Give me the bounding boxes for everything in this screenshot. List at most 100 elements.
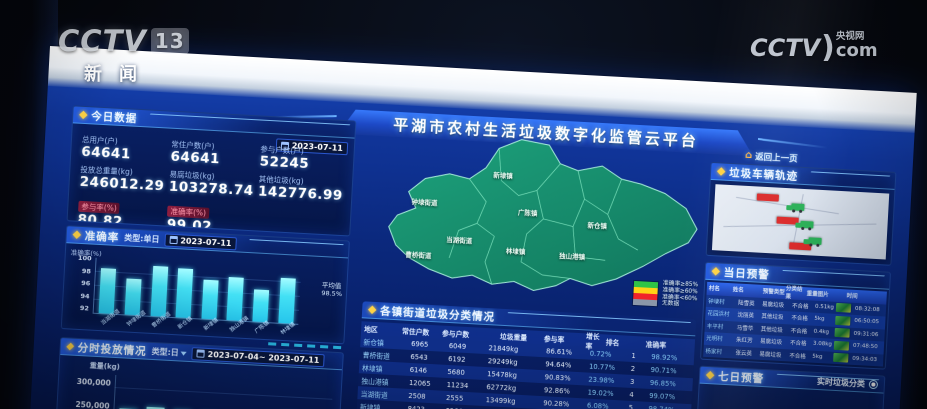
truck-icon[interactable] <box>790 202 805 211</box>
cell-region: 新仓镇 <box>363 337 385 347</box>
cell-resident: 2508 <box>408 391 426 401</box>
y-tick: 250,000 <box>75 399 110 409</box>
cell-accuracy: 98.92% <box>651 352 678 362</box>
cell-warning-type: 易腐垃圾 <box>759 339 783 347</box>
x-tick: 新埭镇 <box>202 317 220 333</box>
cell-region: 当湖街道 <box>360 389 389 400</box>
back-to-previous-link[interactable]: ⌂ 返回上一页 <box>745 150 798 165</box>
cell-weight: 62772kg <box>486 382 517 393</box>
cell-photo[interactable] <box>833 353 852 363</box>
bar <box>252 289 270 323</box>
cell-name: 张云英 <box>735 350 753 358</box>
cell-time: 09:34:03 <box>852 355 878 363</box>
dashboard-screen: 平湖市农村生活垃圾数字化监管云平台 今日数据 2023-07-11 总用户(户)… <box>26 46 917 409</box>
column-header: 姓名 <box>732 287 744 295</box>
cell-village: 钟埭村 <box>707 298 725 306</box>
panel-daily-warnings: 当日预警 村名 姓名 预警类型 分类结果 重量 图片 时间 钟埭村 陆雪英 易腐垃圾 不合格… <box>699 261 892 370</box>
x-tick: 独山港镇 <box>228 315 250 334</box>
vehicle-tracking-map[interactable] <box>711 184 890 260</box>
bar <box>226 277 245 321</box>
stat-value: 103278.74 <box>168 178 254 200</box>
waste-photo-thumbnail[interactable] <box>835 315 851 326</box>
city-district-map: 新埭镇 钟埭街道 当湖街道 广陈镇 新仓镇 林埭镇 独山港镇 曹桥街道 准确率≥… <box>363 126 706 314</box>
column-header: 参与率 <box>543 334 565 344</box>
region-label: 新埭镇 <box>493 171 513 181</box>
waste-photo-thumbnail[interactable] <box>835 303 852 313</box>
back-link-label: 返回上一页 <box>754 152 798 165</box>
cell-join-rate: 86.61% <box>545 346 573 357</box>
waste-photo-thumbnail[interactable] <box>833 340 850 351</box>
cell-result: 不合格 <box>791 303 809 311</box>
truck-icon[interactable] <box>808 236 822 245</box>
today-stats-grid: 总用户(户) 64641 常住户数(户) 64641 参与户数(户) 52245… <box>77 134 350 237</box>
bar <box>175 267 194 319</box>
panel-diamond-icon <box>79 110 88 120</box>
cell-accuracy: 98.74% <box>648 404 688 409</box>
waste-photo-thumbnail[interactable] <box>834 328 850 338</box>
stat-total-users: 总用户(户) 64641 <box>81 134 172 165</box>
column-header: 重量 <box>806 291 818 299</box>
cell-result: 不合格 <box>789 353 806 361</box>
stat-participating-households: 参与户数(户) 52245 <box>259 144 350 175</box>
cell-time: 08:32:08 <box>854 305 880 313</box>
cell-join-rate: 94.64% <box>545 359 572 370</box>
cell-rank: 3 <box>629 377 635 386</box>
cell-weight: 21849kg <box>488 343 519 354</box>
y-tick: 98 <box>81 266 92 276</box>
channel-caption: 新闻 <box>84 64 154 85</box>
dropdown-value: 类型:日 <box>151 346 180 357</box>
panel-title: 各镇街道垃圾分类情况 <box>379 304 496 323</box>
region-label: 钟埭街道 <box>411 197 438 208</box>
truck-icon[interactable] <box>800 220 814 229</box>
cell-accuracy: 90.71% <box>650 365 677 375</box>
cell-name: 马雪华 <box>736 325 754 333</box>
cell-resident: 8423 <box>407 404 426 409</box>
column-header: 排名 <box>605 337 620 347</box>
panel-diamond-icon <box>705 370 715 380</box>
waste-photo-thumbnail[interactable] <box>833 353 849 363</box>
cell-name: 陆雪英 <box>737 300 755 308</box>
x-tick: 钟埭街道 <box>125 309 147 328</box>
region-label: 独山港镇 <box>558 251 586 262</box>
average-value: 98.5% <box>321 288 343 298</box>
panel-title: 当日预警 <box>723 266 771 281</box>
cell-join-rate: 90.83% <box>544 372 571 383</box>
cell-accuracy: 99.07% <box>648 391 676 401</box>
stat-value: 246012.29 <box>79 173 165 195</box>
map-legend: 准确率≥85% 准确率≥60% 准确率<60% 无数据 <box>631 279 698 309</box>
column-header: 地区 <box>363 324 378 334</box>
cell-photo[interactable] <box>835 315 854 326</box>
cell-weight: 5kg <box>814 315 825 323</box>
date-picker[interactable]: 2023-07-11 <box>164 232 237 250</box>
cell-join-rate: 90.28% <box>543 398 570 409</box>
cell-photo[interactable] <box>835 303 855 313</box>
chart-type-dropdown[interactable]: 类型:日 <box>151 345 187 358</box>
accuracy-bar-chart <box>92 257 302 325</box>
bar <box>98 267 117 314</box>
panel-diamond-icon <box>367 305 377 315</box>
cell-rank: 2 <box>630 364 636 373</box>
vehicle-label-chip <box>756 193 779 202</box>
cell-photo[interactable] <box>833 340 853 351</box>
column-header: 常住户数 <box>401 326 430 337</box>
cell-village: 光明村 <box>705 336 723 344</box>
cctv-com-logo: CCTV ) 央视网 com <box>750 32 878 62</box>
cell-rank: 5 <box>628 403 634 409</box>
chart-type-selector[interactable]: 类型:单日 <box>124 232 160 244</box>
cell-photo[interactable] <box>834 328 853 338</box>
calendar-icon <box>169 235 178 245</box>
town-table: 地区 常住户数 参与户数 垃圾重量 参与率 增长率 排名 准确率 新仓镇 6965 6049 … <box>355 321 696 409</box>
date-range-value: 2023-07-04~ 2023-07-11 <box>207 349 320 365</box>
panel-weekly-warnings: 七日预警 实时垃圾分类 暂无数据 <box>693 365 886 409</box>
cell-village: 丰平村 <box>706 323 724 331</box>
date-range-picker[interactable]: 2023-07-04~ 2023-07-11 <box>191 346 325 367</box>
average-annotation: 平均值 98.5% <box>321 281 343 299</box>
y-tick: 100 <box>77 253 92 263</box>
cell-warning-type: 其他垃圾 <box>760 326 783 334</box>
cell-rank: 1 <box>631 351 637 360</box>
legend-labels: 准确率≥85% 准确率≥60% 准确率<60% 无数据 <box>662 281 698 309</box>
panel-today-data: 今日数据 2023-07-11 总用户(户) 64641 常住户数(户) 646… <box>66 105 357 237</box>
stat-other-waste: 其他垃圾(kg) 142776.99 <box>258 173 349 204</box>
panel-town-classification: 各镇街道垃圾分类情况 地区 常住户数 参与户数 垃圾重量 参与率 增长率 排名 准确率 新仓镇… <box>353 301 697 409</box>
